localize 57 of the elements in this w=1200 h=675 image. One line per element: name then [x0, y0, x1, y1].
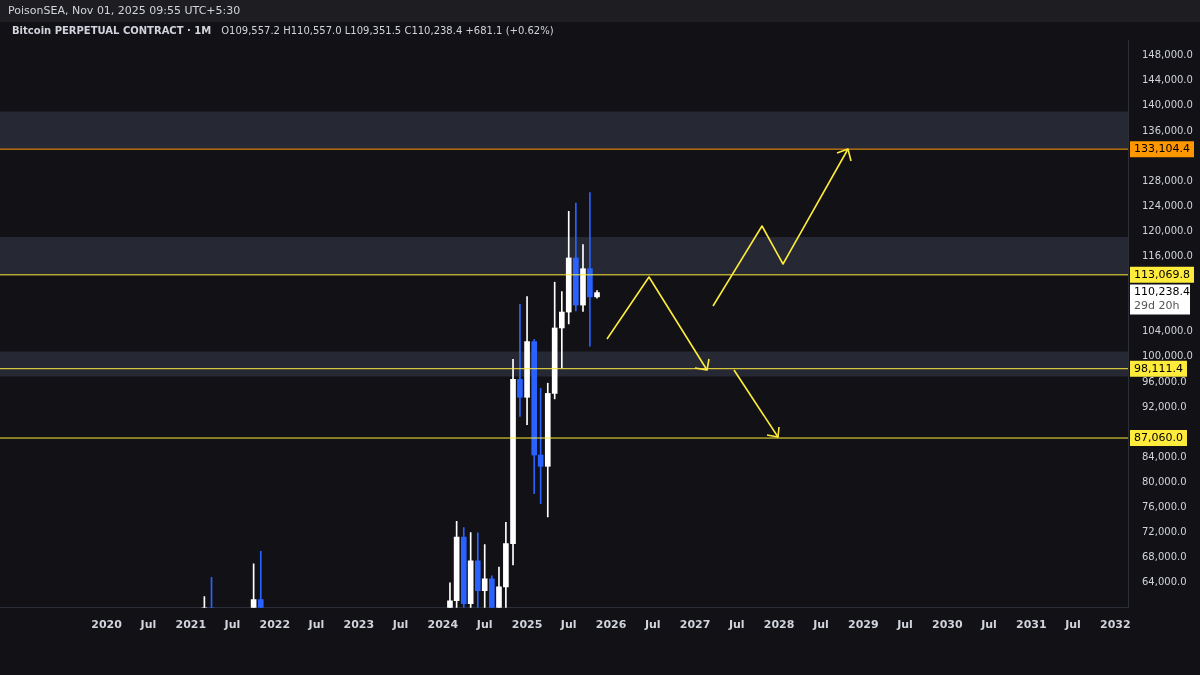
y-tick-label: 148,000.0: [1142, 49, 1193, 61]
text: 29d 20h: [1134, 299, 1180, 313]
candlestick: [587, 192, 593, 347]
y-tick-label: 128,000.0: [1142, 174, 1193, 186]
y-tick-label: 144,000.0: [1142, 74, 1193, 86]
ref-line-label: 133,104.4: [1134, 142, 1190, 155]
x-tick-label: Jul: [812, 618, 829, 632]
x-tick-label: Jul: [727, 618, 745, 632]
y-tick-label: 136,000.0: [1142, 124, 1193, 136]
y-tick-label: 100,000.0: [1142, 350, 1193, 362]
y-tick-label: 124,000.0: [1142, 199, 1193, 211]
ref-line-label: 87,060.0: [1134, 430, 1183, 444]
x-tick-label: Jul: [307, 618, 325, 632]
x-tick-label: 2031: [1016, 618, 1047, 632]
y-tick-label: 120,000.0: [1142, 224, 1193, 236]
x-tick-label: Jul: [980, 618, 997, 632]
y-tick-label: 96,000.0: [1142, 375, 1187, 387]
candlestick: [481, 544, 488, 608]
candlestick: [257, 551, 264, 608]
x-tick-label: 2029: [848, 618, 879, 632]
x-tick-label: 2020: [91, 618, 123, 632]
y-tick-label: 140,000.0: [1142, 99, 1193, 111]
y-tick-label: 116,000.0: [1142, 250, 1193, 262]
y-tick-label: 84,000.0: [1142, 450, 1187, 462]
x-tick-label: Jul: [391, 618, 409, 632]
x-tick-label: Jul: [1064, 618, 1081, 632]
x-tick-label: Jul: [559, 618, 577, 632]
text: PoisonSEA, Nov 01, 2025 09:55 UTC+5:30: [8, 4, 241, 17]
x-tick-label: 2027: [679, 618, 711, 632]
x-tick-label: 2025: [511, 618, 543, 632]
x-tick-label: 2023: [343, 618, 375, 632]
y-tick-label: 68,000.0: [1142, 551, 1187, 563]
candlestick: [517, 304, 523, 417]
ref-line-label: 98,111.4: [1134, 361, 1183, 375]
x-tick-label: 2028: [763, 618, 795, 632]
y-tick-label: 64,000.0: [1142, 576, 1187, 588]
y-tick-label: 72,000.0: [1142, 526, 1187, 538]
x-tick-label: Jul: [223, 618, 241, 632]
y-tick-label: 104,000.0: [1142, 325, 1193, 337]
text: 110,238.4: [1134, 285, 1190, 299]
y-tick-label: 76,000.0: [1142, 501, 1187, 513]
x-tick-label: 2021: [175, 618, 207, 632]
x-tick-label: 2026: [595, 618, 627, 632]
x-tick-label: 2030: [932, 618, 963, 632]
ref-line-label: 113,069.8: [1134, 267, 1190, 281]
chart-title: Bitcoin PERPETUAL CONTRACT · 1M: [12, 25, 212, 36]
x-tick-label: Jul: [643, 618, 661, 632]
x-tick-label: 2032: [1100, 618, 1131, 632]
x-tick-label: Jul: [139, 618, 157, 632]
x-tick-label: Jul: [475, 618, 493, 632]
candlestick: [558, 291, 565, 369]
y-tick-label: 80,000.0: [1142, 475, 1187, 487]
x-tick-label: 2024: [427, 618, 459, 632]
chart-subtitle: O109,557.2 H110,557.0 L109,351.5 C110,238.4 +681.1 (+0.62%): [221, 25, 554, 36]
x-tick-label: Jul: [896, 618, 913, 632]
y-tick-label: 92,000.0: [1142, 400, 1187, 412]
x-tick-label: 2022: [259, 618, 291, 632]
